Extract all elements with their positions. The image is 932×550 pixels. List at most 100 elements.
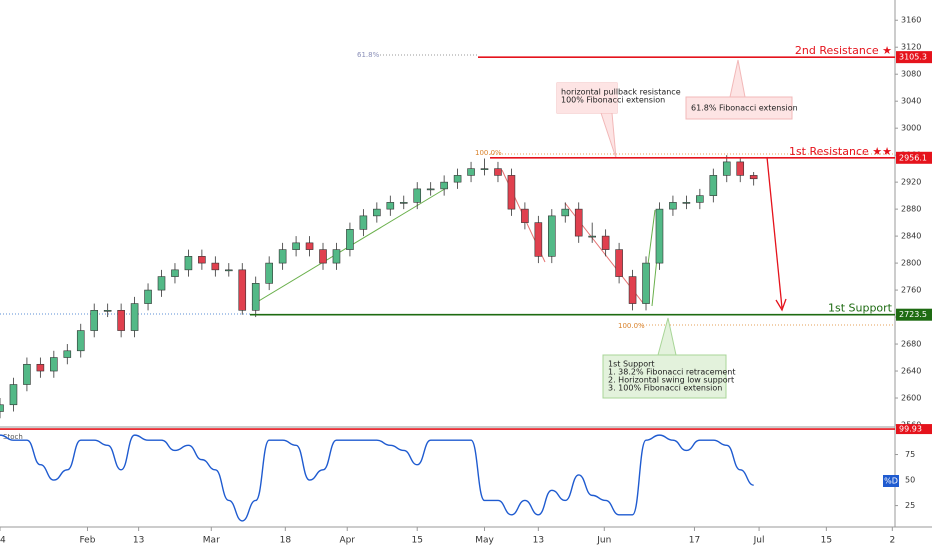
fib-label: 100.0% (475, 149, 502, 157)
candle-body (480, 168, 489, 170)
stoch-name: Stoch (3, 433, 23, 441)
candle-body (359, 215, 368, 230)
level-name: 1st Resistance ★★ (789, 145, 892, 158)
candle-body (373, 208, 381, 217)
y2-tick-label: 25 (905, 501, 915, 510)
candle-body (50, 357, 58, 372)
fib-label: 61.8% (357, 51, 380, 59)
candle-body (507, 175, 516, 210)
candle-body (642, 262, 650, 304)
candle-body (76, 330, 85, 352)
y-tick-label: 2600 (901, 394, 921, 403)
candle-body (238, 269, 247, 311)
candle-body (117, 310, 125, 331)
candle-body (601, 235, 610, 250)
annotation-text: 61.8% Fibonacci extension (691, 104, 798, 113)
level-name: 2nd Resistance ★ (795, 44, 892, 57)
annotation-text: 100% Fibonacci extension (561, 96, 665, 105)
candle-body (346, 229, 354, 250)
candle-body (251, 283, 260, 311)
annotation-text: 1st Support (608, 360, 655, 369)
candle-body (440, 181, 448, 190)
y2-tick-label: 50 (905, 476, 915, 485)
candle-body (184, 256, 193, 271)
candle-body (494, 168, 502, 176)
level-tag (896, 51, 932, 64)
x-tick-label: 2 (889, 536, 895, 546)
candle-body (696, 195, 704, 203)
candle-body (467, 168, 475, 176)
candle-body (130, 303, 139, 331)
candle-body (521, 208, 529, 223)
candle-body (574, 208, 583, 237)
candle-body (305, 242, 314, 250)
stoch-level-label: 99.93 (899, 425, 922, 434)
level-tag-label: 2956.1 (899, 153, 927, 162)
x-tick-label: Mar (203, 536, 220, 546)
annotation-text: 3. 100% Fibonacci extension (608, 384, 722, 393)
candle-body (561, 208, 570, 217)
candle-body (0, 404, 4, 412)
stoch-line (0, 434, 754, 522)
x-tick-label: 14 (0, 536, 6, 546)
x-tick-label: 13 (133, 536, 144, 546)
y2-tick-label: 75 (905, 450, 915, 459)
y-tick-label: 2840 (901, 232, 921, 241)
y-tick-label: 2880 (901, 205, 921, 214)
annotation-text: 1. 38.2% Fibonacci retracement (608, 368, 736, 377)
x-tick-label: 13 (533, 536, 544, 546)
candle-body (171, 269, 179, 277)
candle-body (278, 249, 287, 264)
stoch-tag (883, 475, 899, 487)
x-tick-label: May (475, 536, 494, 546)
y-tick-label: 2920 (901, 178, 921, 187)
candle-body (224, 269, 233, 272)
x-tick-label: 18 (280, 536, 292, 546)
y-tick-label: 3040 (901, 97, 921, 106)
candle-body (90, 310, 99, 331)
candle-body (669, 202, 677, 210)
candle-body (534, 222, 543, 257)
x-tick-label: 15 (821, 536, 832, 546)
annotation-box (687, 98, 791, 118)
candle-body (319, 249, 327, 264)
y-tick-label: 2680 (901, 340, 921, 349)
candle-body (736, 161, 745, 176)
level-tag-label: 3105.3 (899, 53, 927, 62)
y-tick-label: 3160 (901, 16, 921, 25)
x-tick-label: 17 (689, 536, 700, 546)
candle-body (332, 249, 341, 264)
x-tick-label: Apr (339, 536, 355, 546)
stoch-level-tag (896, 424, 932, 435)
y-tick-label: 2640 (901, 367, 921, 376)
annotation-text: horizontal pullback resistance (561, 88, 681, 97)
candle-body (615, 249, 623, 277)
candle-body (399, 202, 408, 204)
candle-body (265, 262, 273, 284)
candle-body (709, 175, 718, 196)
candle-body (63, 350, 72, 358)
level-name: 1st Support (828, 302, 893, 315)
x-tick-label: Feb (80, 536, 96, 546)
level-tag-label: 2723.5 (899, 310, 927, 319)
stoch-tag-label: %D (884, 477, 898, 486)
x-tick-label: Jun (596, 536, 611, 546)
candle-body (413, 188, 422, 203)
y-tick-label: 3080 (901, 70, 921, 79)
candle-body (548, 215, 556, 257)
candle-body (749, 175, 758, 180)
x-tick-label: Jul (753, 536, 765, 546)
candle-body (426, 188, 435, 191)
candle-body (722, 161, 731, 176)
y-tick-label: 2800 (901, 259, 921, 268)
candle-body (628, 276, 637, 304)
candle-body (682, 202, 691, 204)
y-tick-label: 2760 (901, 286, 921, 295)
annotation-box (557, 83, 617, 113)
candle-body (453, 175, 462, 183)
annotation-text: 2. Horizontal swing low support (608, 376, 734, 385)
candle-body (9, 384, 18, 406)
candle-body (23, 363, 31, 385)
